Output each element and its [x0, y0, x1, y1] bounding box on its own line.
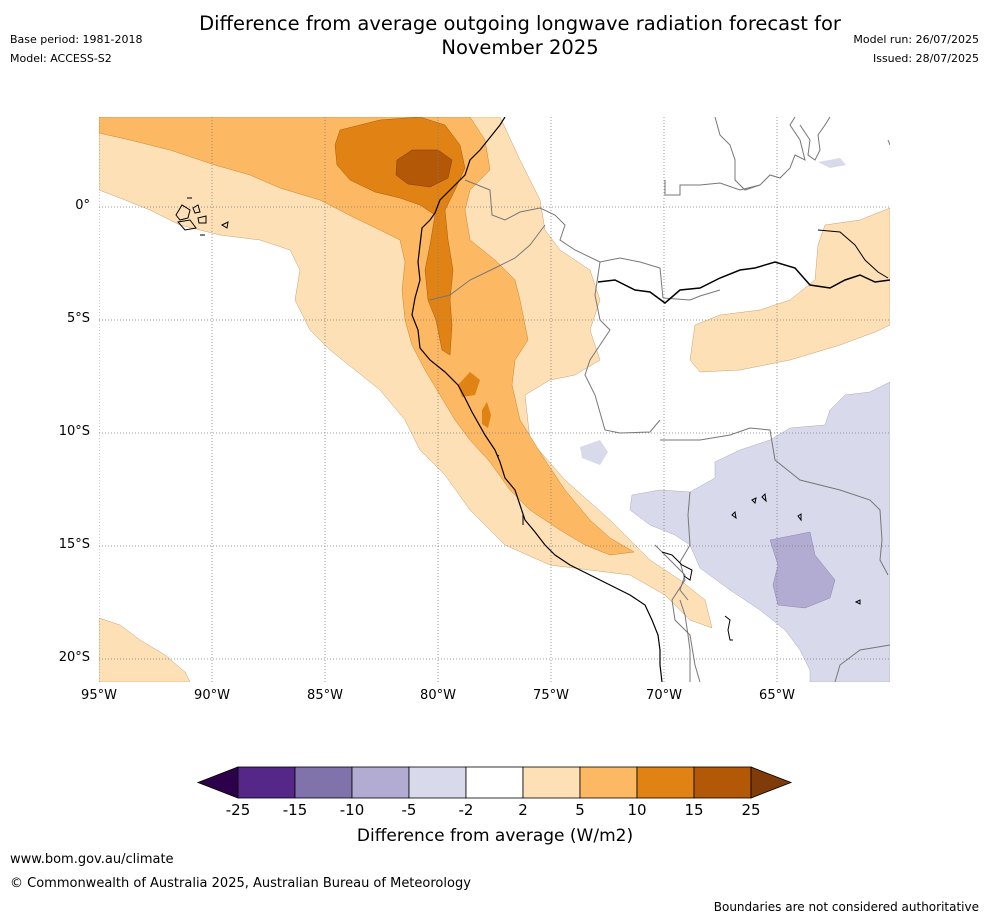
model-text: Model: ACCESS-S2: [10, 52, 112, 65]
colorbar-tick: -2: [458, 801, 474, 819]
title-line-2: November 2025: [441, 36, 599, 59]
colorbar-tick: -5: [401, 801, 417, 819]
title-line-1: Difference from average outgoing longwav…: [199, 12, 841, 35]
lon-label-80w: 80°W: [420, 688, 456, 703]
colorbar-label: Difference from average (W/m2): [356, 826, 634, 846]
footer-boundary-note: Boundaries are not considered authoritat…: [713, 900, 979, 914]
colorbar-tick: -10: [339, 801, 365, 819]
footer-url-link[interactable]: www.bom.gov.au/climate: [10, 852, 174, 867]
anomaly-region-minus2-to-minus5-small: [580, 440, 608, 465]
colorbar-tick: -15: [282, 801, 308, 819]
anomaly-region-minus2-to-minus5-north: [818, 158, 846, 168]
amazon-river: [597, 261, 890, 304]
colorbar-tick: 25: [741, 801, 761, 819]
colorbar-tick: 5: [575, 801, 585, 819]
lon-label-70w: 70°W: [646, 688, 682, 703]
anomaly-region-minus2-to-minus5: [629, 381, 890, 682]
anomaly-region-10-to-15-spot-2: [482, 402, 491, 428]
lon-label-95w: 95°W: [81, 688, 117, 703]
lat-label-15s: 15°S: [58, 537, 90, 552]
footer-copyright: © Commonwealth of Australia 2025, Austra…: [10, 876, 471, 891]
lon-label-75w: 75°W: [533, 688, 569, 703]
lon-label-90w: 90°W: [194, 688, 230, 703]
lat-label-10s: 10°S: [58, 424, 90, 439]
lat-label-20s: 20°S: [58, 650, 90, 665]
lat-label-0: 0°: [75, 198, 90, 213]
anomaly-region-2-to-5-southwest: [99, 617, 191, 682]
coastline: [411, 117, 663, 682]
model-run-text: Model run: 26/07/2025: [853, 33, 979, 46]
amazon-delta: [817, 229, 889, 279]
issued-text: Issued: 28/07/2025: [872, 52, 979, 65]
galapagos-islands: [175, 197, 229, 236]
small-lakes: [496, 454, 861, 641]
titicaca-lake: [661, 551, 693, 581]
lat-label-5s: 5°S: [66, 311, 90, 326]
base-period-text: Base period: 1981-2018: [10, 33, 143, 46]
anomaly-region-minus5-to-minus10: [769, 531, 836, 609]
anomaly-region-2-to-5-east: [689, 207, 890, 373]
country-borders: [429, 117, 890, 682]
anomaly-region-5-to-10: [99, 117, 635, 556]
colorbar-tick: 10: [627, 801, 647, 819]
lon-label-85w: 85°W: [307, 688, 343, 703]
map-title: Difference from average outgoing longwav…: [150, 12, 890, 60]
colorbar-tick: 2: [518, 801, 528, 819]
colorbar-tick: 15: [684, 801, 704, 819]
colorbar-tick: -25: [225, 801, 251, 819]
graticule: [99, 117, 890, 682]
lon-label-65w: 65°W: [759, 688, 795, 703]
anomaly-region-10-to-15-spot-1: [458, 372, 480, 397]
